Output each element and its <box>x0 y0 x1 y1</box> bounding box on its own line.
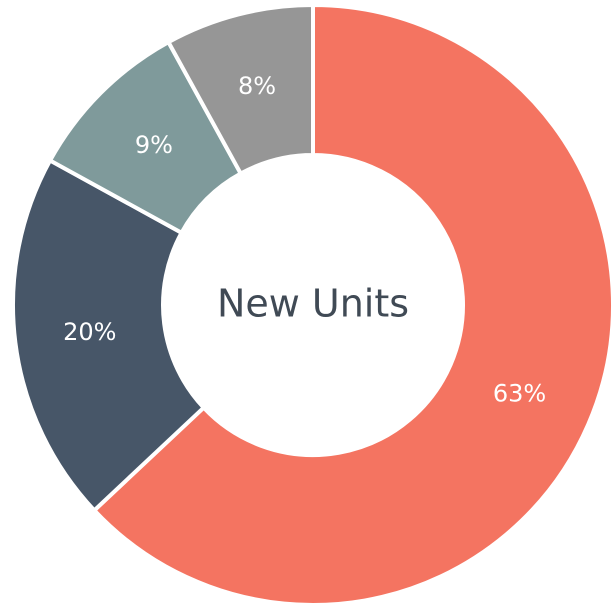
data-label: 63% <box>493 379 546 407</box>
data-label: 8% <box>238 72 276 100</box>
data-label: 9% <box>135 131 173 159</box>
donut-segment <box>165 2 315 177</box>
donut-segment <box>11 157 207 514</box>
donut-segment <box>91 2 613 607</box>
data-label: 20% <box>63 318 116 346</box>
center-text: New Units <box>217 282 409 326</box>
